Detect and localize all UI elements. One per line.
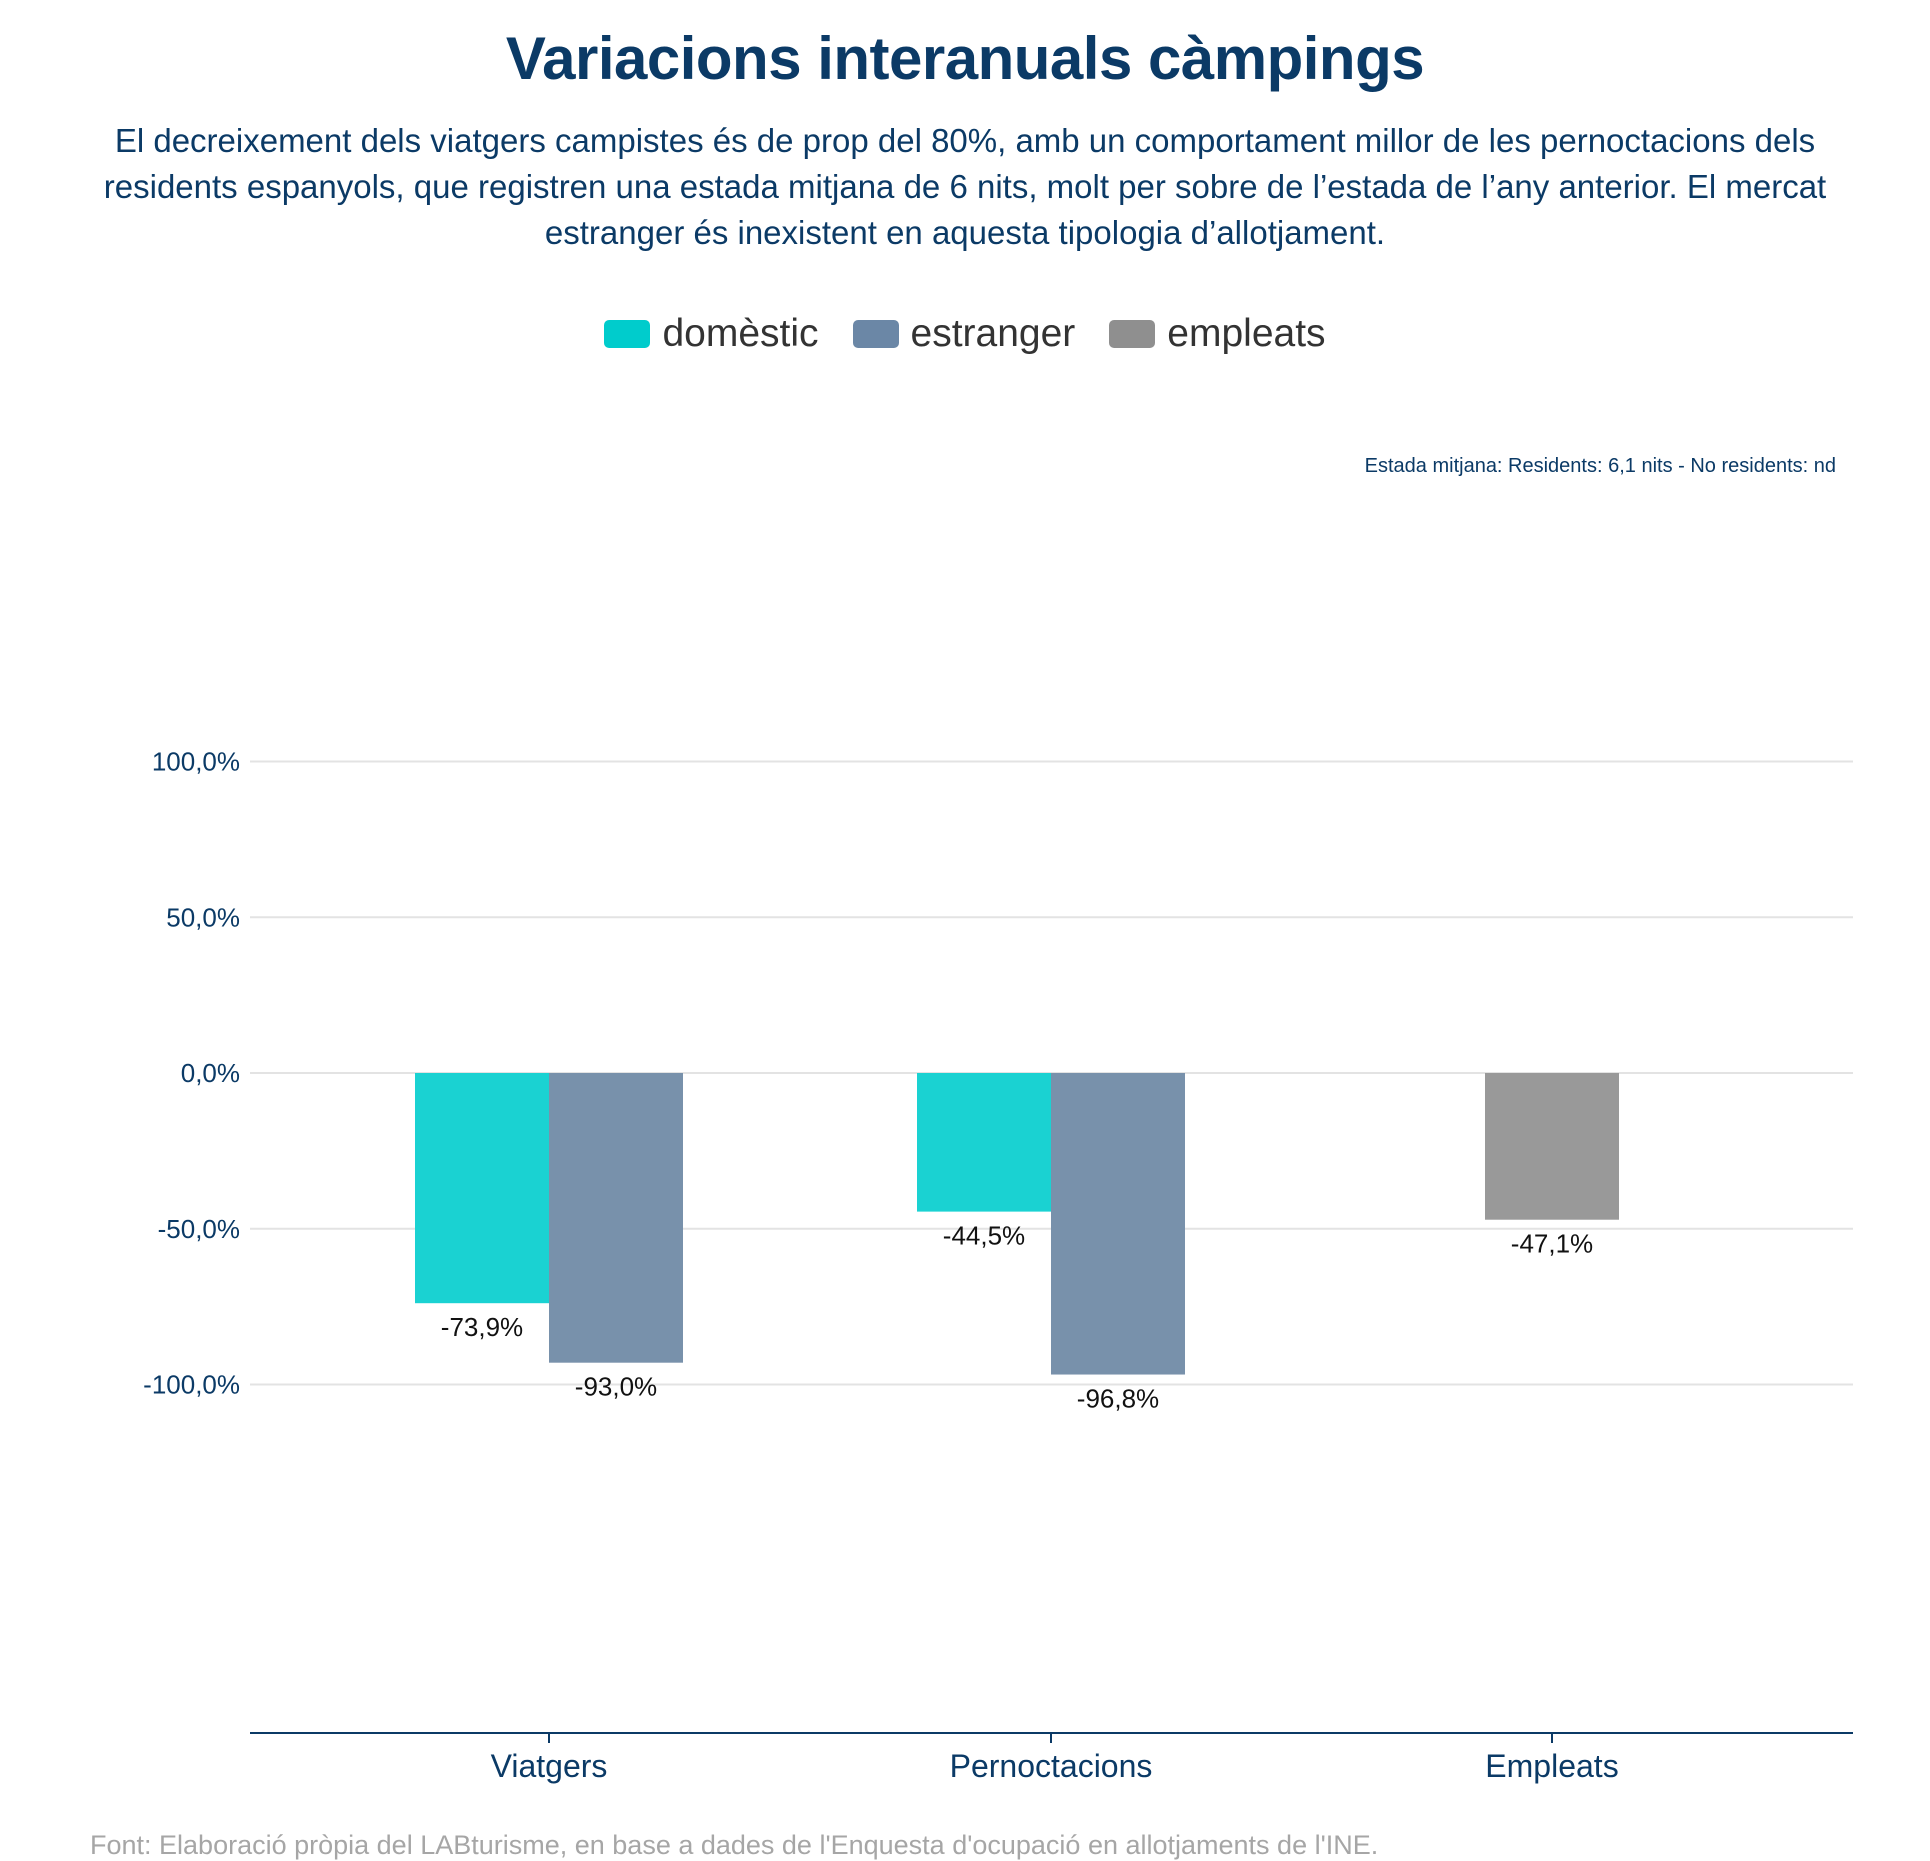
x-category-label: Pernoctacions: [950, 1748, 1153, 1784]
bar-viatgers-2: [549, 1073, 683, 1363]
data-labels: -73,9% -93,0% -44,5% -96,8% -47,1%: [441, 1221, 1593, 1414]
bars: [415, 1073, 1619, 1375]
bar-empleats-3: [1485, 1073, 1619, 1220]
legend-item-domestic[interactable]: domèstic: [604, 312, 819, 356]
bar-value-label: -93,0%: [575, 1372, 657, 1402]
legend-item-employees[interactable]: empleats: [1109, 312, 1326, 356]
legend-item-foreign[interactable]: estranger: [852, 312, 1076, 356]
y-tick-label: -50,0%: [158, 1214, 240, 1244]
legend-swatch-domestic: [604, 320, 651, 348]
x-category-label: Empleats: [1485, 1748, 1618, 1784]
bar-value-label: -73,9%: [441, 1312, 523, 1342]
bar-value-label: -96,8%: [1077, 1384, 1159, 1414]
bar-viatgers-1: [415, 1073, 549, 1304]
chart-title: Variacions interanuals càmpings: [505, 25, 1425, 92]
bar-value-label: -47,1%: [1511, 1229, 1593, 1259]
legend-label-employees: empleats: [1167, 312, 1326, 355]
legend-swatch-foreign: [852, 320, 899, 348]
bar-value-label: -44,5%: [943, 1221, 1025, 1251]
y-tick-label: 50,0%: [166, 902, 240, 932]
source-note: Font: Elaboració pròpia del LABturisme, …: [90, 1830, 1379, 1860]
legend-swatch-employees: [1109, 320, 1156, 348]
legend: domèstic estranger empleats: [0, 312, 1930, 356]
chart-subtitle: El decreixement dels viatgers campistes …: [103, 122, 1827, 251]
y-tick-label: 0,0%: [181, 1058, 240, 1088]
average-stay-annotation: Estada mitjana: Residents: 6,1 nits - No…: [1364, 455, 1836, 477]
y-tick-label: -100,0%: [143, 1370, 240, 1400]
x-category-label: Viatgers: [491, 1748, 608, 1784]
legend-label-foreign: estranger: [910, 312, 1076, 355]
y-tick-label: 100,0%: [152, 747, 240, 777]
bar-pernoctacions-2: [1051, 1073, 1185, 1375]
x-axis: Viatgers Pernoctacions Empleats: [250, 1732, 1853, 1784]
legend-label-domestic: domèstic: [662, 312, 819, 355]
y-axis-ticks: 100,0% 50,0% 0,0% -50,0% -100,0%: [143, 747, 240, 1400]
bar-pernoctacions-1: [917, 1073, 1051, 1212]
